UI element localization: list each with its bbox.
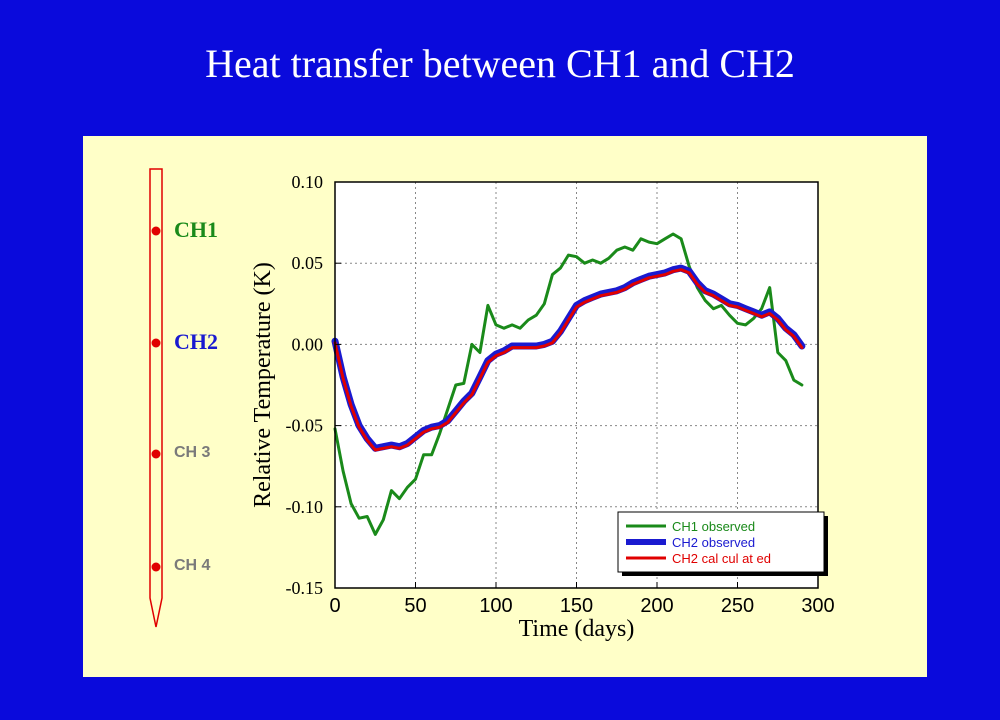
y-tick-label: 0.05 <box>292 253 324 273</box>
legend-label: CH2 observed <box>672 535 755 550</box>
channel-label: CH2 <box>174 329 218 354</box>
x-tick-label: 50 <box>404 595 426 617</box>
y-axis-label: Relative Temperature (K) <box>250 262 276 508</box>
probe-dot <box>151 338 161 348</box>
channel-label: CH 4 <box>174 557 211 574</box>
channel-label: CH1 <box>174 217 218 242</box>
series-line-3 <box>333 268 804 452</box>
slide-title: Heat transfer between CH1 and CH2 <box>205 41 795 86</box>
legend-label: CH1 observed <box>672 519 755 534</box>
probe-diagram <box>149 168 163 628</box>
y-tick-label: 0.00 <box>292 334 324 354</box>
channel-label: CH 3 <box>174 444 211 461</box>
line-chart: 0 50 100 150 200 250 300 0.10 0.05 0.00 -0.05 -0.10… <box>250 172 835 642</box>
x-tick-label: 150 <box>560 595 593 617</box>
x-tick-label: 0 <box>329 595 340 617</box>
y-tick-label: 0.10 <box>292 172 324 192</box>
x-tick-label: 300 <box>801 595 834 617</box>
y-tick-label: -0.15 <box>286 578 324 598</box>
probe-dot <box>151 562 161 572</box>
probe-outline <box>149 168 163 628</box>
probe-dot <box>151 449 161 459</box>
x-tick-label: 100 <box>479 595 512 617</box>
legend-label: CH2 cal cul at ed <box>672 551 771 566</box>
probe-dot <box>151 226 161 236</box>
series-line-1 <box>333 232 804 536</box>
y-tick-label: -0.05 <box>286 416 324 436</box>
x-tick-label: 250 <box>721 595 754 617</box>
x-tick-label: 200 <box>640 595 673 617</box>
x-axis-label: Time (days) <box>519 616 635 642</box>
chart-panel: CH1 CH2 CH 3 CH 4 0 50 100 150 200 250 300 0.10 0.0… <box>83 136 927 677</box>
y-tick-label: -0.10 <box>286 497 324 517</box>
